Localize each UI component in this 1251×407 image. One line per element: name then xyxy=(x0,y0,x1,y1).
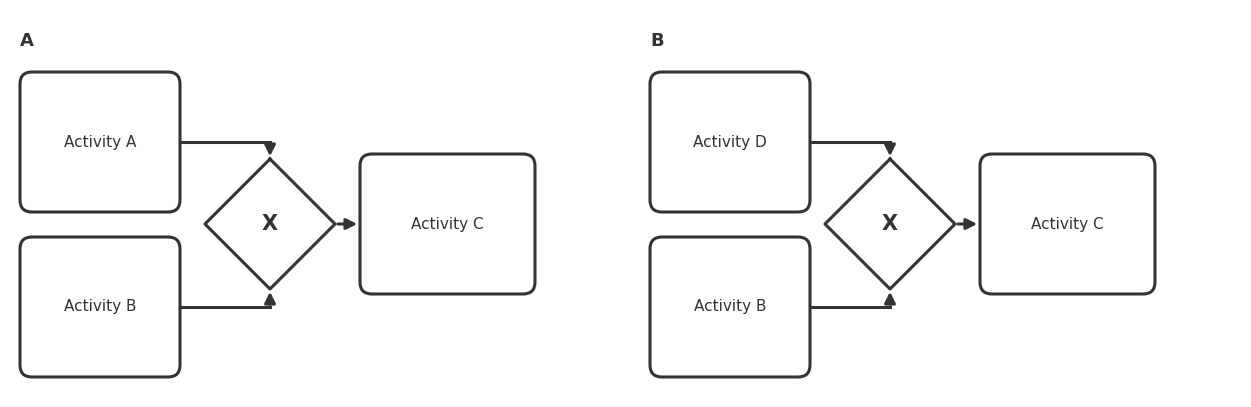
Text: Activity A: Activity A xyxy=(64,134,136,149)
Text: Activity C: Activity C xyxy=(412,217,484,232)
FancyBboxPatch shape xyxy=(651,237,809,377)
Text: Activity B: Activity B xyxy=(694,300,767,315)
Text: B: B xyxy=(651,32,663,50)
FancyBboxPatch shape xyxy=(20,237,180,377)
Text: X: X xyxy=(261,214,278,234)
Text: Activity B: Activity B xyxy=(64,300,136,315)
FancyBboxPatch shape xyxy=(980,154,1155,294)
FancyBboxPatch shape xyxy=(651,72,809,212)
Text: Activity D: Activity D xyxy=(693,134,767,149)
FancyBboxPatch shape xyxy=(20,72,180,212)
Text: A: A xyxy=(20,32,34,50)
FancyBboxPatch shape xyxy=(360,154,535,294)
Text: Activity C: Activity C xyxy=(1031,217,1103,232)
Text: X: X xyxy=(882,214,898,234)
